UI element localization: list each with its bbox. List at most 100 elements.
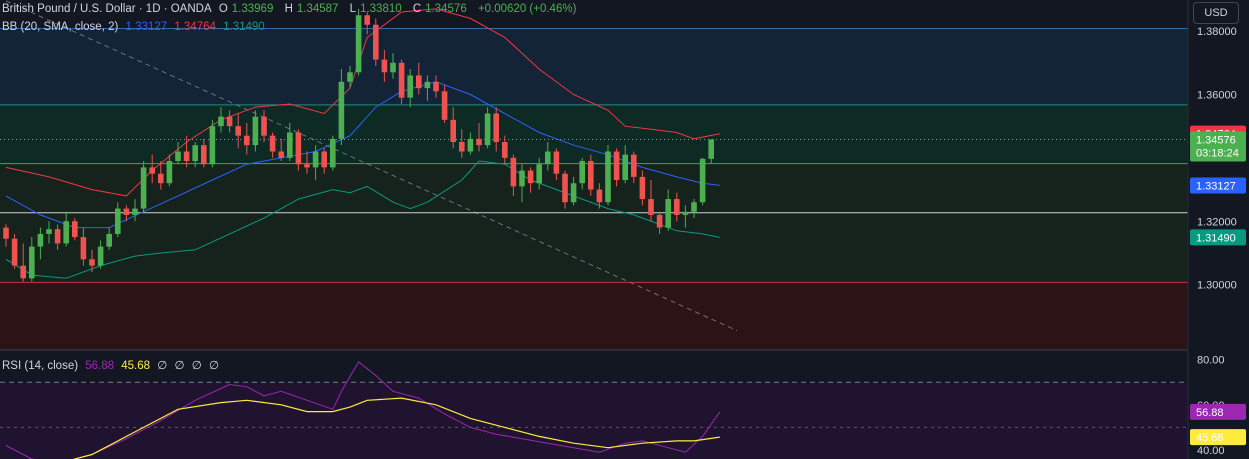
- candle: [605, 145, 611, 206]
- candle: [29, 237, 35, 282]
- axis-badges: 1.347641.3457603:18:241.331271.3149056.8…: [1190, 125, 1246, 446]
- zone-red: [0, 282, 1188, 349]
- close-value: C 1.34576: [412, 3, 467, 15]
- candle-body: [699, 158, 706, 203]
- candle-body: [132, 208, 138, 215]
- zone-2: [0, 163, 1188, 213]
- candle: [441, 84, 448, 123]
- candle: [20, 243, 26, 282]
- candle: [708, 139, 714, 164]
- candle-body: [295, 132, 302, 165]
- candles: [3, 8, 714, 282]
- candle: [183, 135, 190, 168]
- candle-body: [570, 183, 577, 203]
- candle-body: [648, 199, 654, 215]
- candle-body: [29, 246, 35, 279]
- bb-upper-value: 1.34764: [174, 21, 216, 33]
- candle-body: [140, 167, 147, 209]
- candle: [674, 192, 680, 222]
- candle-body: [433, 81, 439, 92]
- currency-button[interactable]: USD: [1193, 2, 1239, 24]
- candle-body: [631, 154, 637, 177]
- bb-lower-band: [5, 160, 720, 279]
- candle-body: [235, 126, 241, 136]
- candle-body: [166, 161, 173, 184]
- bb-basis-value: 1.33127: [125, 21, 168, 33]
- candle: [467, 132, 474, 155]
- candle-body: [123, 208, 130, 215]
- candle: [450, 107, 456, 149]
- rsi-band: [0, 382, 1188, 459]
- candle: [536, 157, 542, 190]
- candle-body: [3, 227, 9, 239]
- lower-band-badge-text: 1.31490: [1196, 232, 1236, 244]
- candle-body: [450, 119, 456, 143]
- candle: [218, 107, 224, 133]
- candle: [54, 224, 61, 250]
- candle-body: [218, 116, 224, 127]
- candle: [355, 8, 362, 76]
- candle-body: [364, 15, 370, 25]
- rsi-ma-badge-text: 45.68: [1196, 432, 1224, 444]
- candle: [338, 69, 345, 146]
- rsi-ma-line: [72, 397, 720, 459]
- candle: [407, 69, 413, 108]
- candle-body: [416, 75, 422, 89]
- last-price-badge-text: 03:18:24: [1196, 147, 1239, 159]
- bb-legend[interactable]: BB (20, SMA, close, 2) 1.33127 1.34764 1…: [2, 21, 269, 33]
- candle-body: [476, 138, 482, 146]
- rsi-extra-2: ∅: [191, 360, 202, 372]
- bb-upper-band: [5, 8, 720, 197]
- candle-body: [149, 167, 155, 174]
- candle: [665, 189, 671, 231]
- candle: [381, 50, 388, 82]
- candle: [656, 211, 663, 234]
- candle-body: [278, 151, 284, 158]
- candle-body: [115, 208, 121, 234]
- candle: [347, 65, 353, 89]
- candle: [648, 180, 654, 222]
- candle: [398, 59, 405, 104]
- candle-body: [338, 81, 345, 139]
- candle: [330, 135, 336, 171]
- candle: [416, 62, 422, 95]
- candle-body: [321, 151, 327, 168]
- candle: [235, 113, 241, 149]
- rsi-badge-bg: [1190, 403, 1246, 420]
- candle-body: [209, 126, 216, 165]
- candle-body: [158, 173, 164, 184]
- candle-body: [183, 151, 190, 162]
- candle-body: [312, 151, 319, 168]
- candle: [192, 142, 198, 168]
- candle-body: [579, 161, 585, 184]
- candle: [89, 249, 95, 272]
- basis-badge: 1.33127: [1190, 177, 1246, 194]
- rsi-ma-value: 45.68: [121, 360, 151, 372]
- rsi-value: 56.88: [85, 360, 115, 372]
- candle: [527, 167, 534, 193]
- candle-body: [63, 221, 69, 244]
- candle: [261, 110, 267, 143]
- rsi-ma-badge-bg: [1190, 429, 1246, 446]
- candle: [106, 227, 112, 250]
- low-value: L 1.33810: [349, 3, 402, 15]
- candle: [631, 151, 637, 184]
- rsi-legend[interactable]: RSI (14, close) 56.88 45.68 ∅ ∅ ∅ ∅: [2, 358, 223, 372]
- candle: [115, 202, 121, 238]
- candle-body: [493, 113, 499, 143]
- candle: [459, 129, 465, 158]
- candle: [252, 110, 259, 152]
- candle-body: [519, 170, 525, 187]
- candle: [201, 138, 207, 168]
- candle-body: [639, 176, 646, 200]
- zone-3: [0, 212, 1188, 283]
- candle-body: [536, 164, 542, 184]
- symbol-legend[interactable]: British Pound / U.S. Dollar · 1D · OANDA…: [2, 3, 580, 15]
- change-value: +0.00620 (+0.46%): [477, 3, 577, 15]
- candle-body: [54, 229, 61, 244]
- price-tick-label: 1.30000: [1197, 280, 1237, 292]
- bb-lower-value: 1.31490: [223, 21, 265, 33]
- candle: [209, 119, 216, 168]
- candle-body: [424, 81, 431, 89]
